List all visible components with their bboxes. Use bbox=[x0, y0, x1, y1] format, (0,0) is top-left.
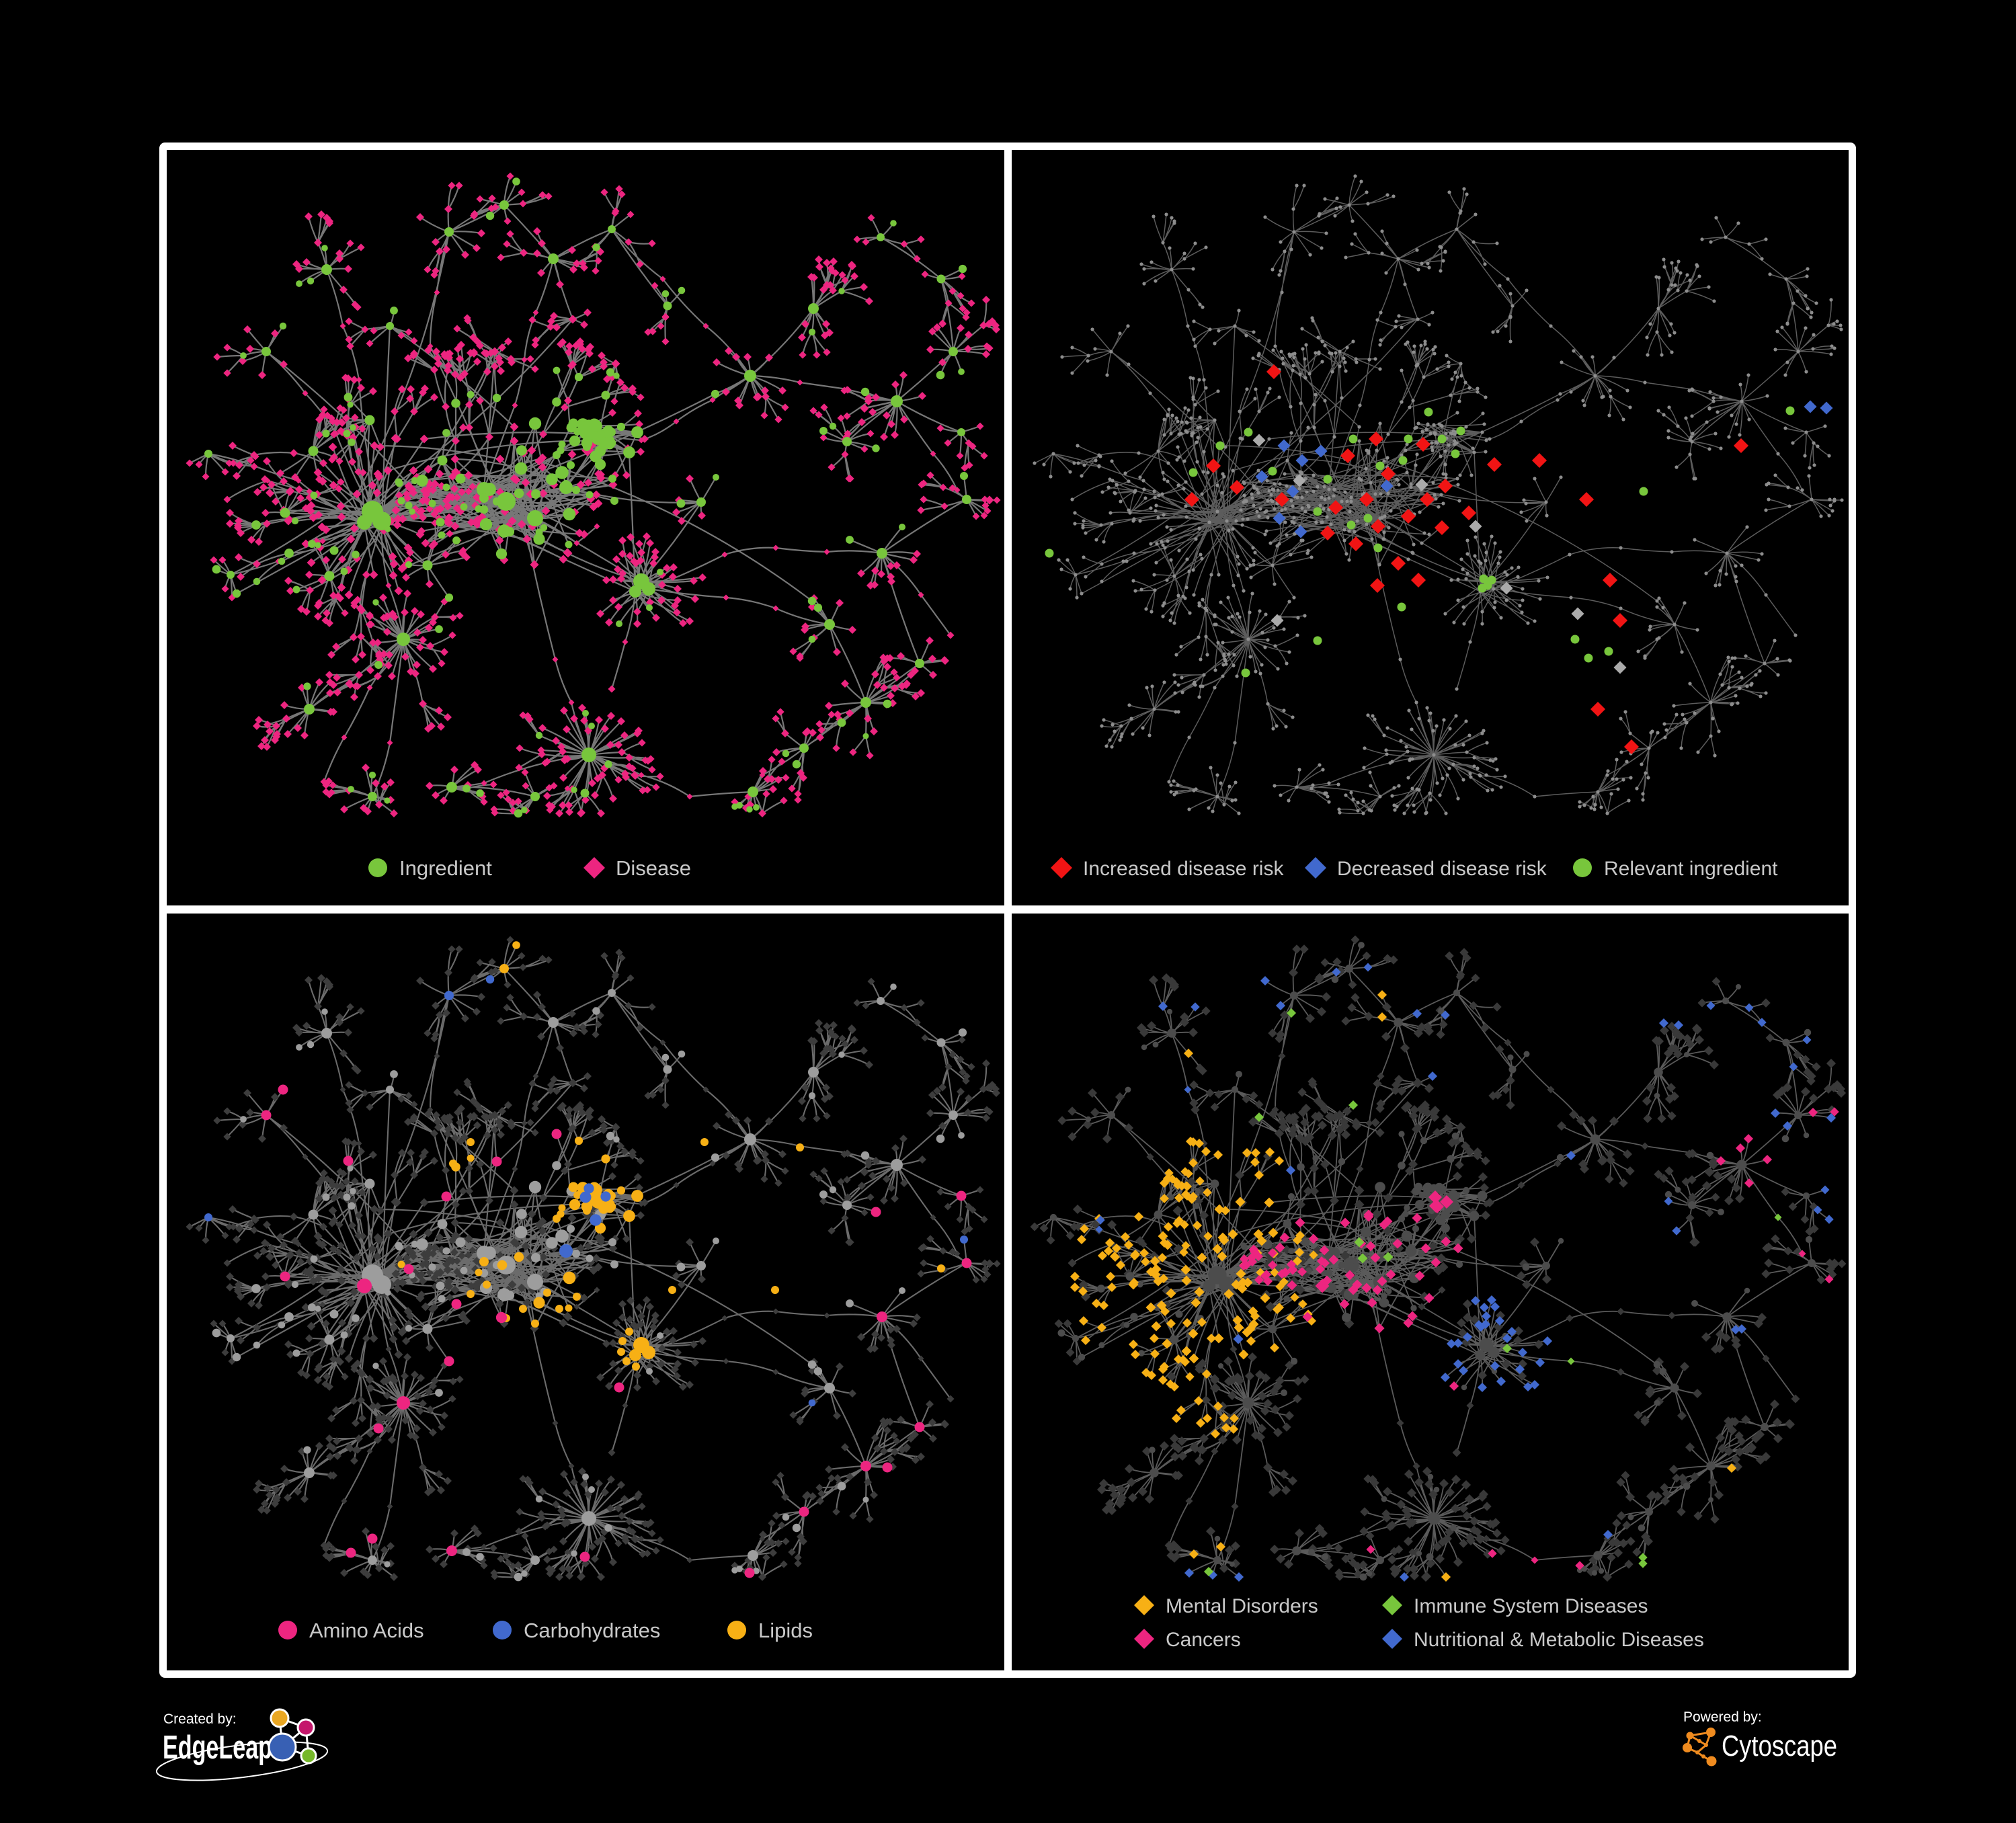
svg-text:EdgeLeap: EdgeLeap bbox=[163, 1730, 272, 1766]
svg-text:Relevant ingredient: Relevant ingredient bbox=[1604, 858, 1778, 880]
svg-text:Decreased disease risk: Decreased disease risk bbox=[1337, 858, 1547, 880]
svg-text:Cytoscape: Cytoscape bbox=[1722, 1730, 1837, 1763]
svg-text:Powered by:: Powered by: bbox=[1683, 1709, 1762, 1725]
svg-text:Amino Acids: Amino Acids bbox=[309, 1619, 424, 1642]
svg-text:Nutritional & Metabolic Diseas: Nutritional & Metabolic Diseases bbox=[1414, 1629, 1704, 1651]
svg-text:Increased disease risk: Increased disease risk bbox=[1083, 858, 1284, 880]
svg-text:Cancers: Cancers bbox=[1166, 1629, 1241, 1651]
svg-text:Ingredient: Ingredient bbox=[399, 856, 492, 880]
svg-text:Disease: Disease bbox=[616, 856, 691, 880]
svg-text:Lipids: Lipids bbox=[758, 1619, 813, 1642]
svg-text:Immune System Diseases: Immune System Diseases bbox=[1414, 1595, 1648, 1617]
svg-text:Created by:: Created by: bbox=[163, 1711, 237, 1727]
svg-text:Mental Disorders: Mental Disorders bbox=[1166, 1595, 1318, 1617]
svg-text:Carbohydrates: Carbohydrates bbox=[524, 1619, 660, 1642]
